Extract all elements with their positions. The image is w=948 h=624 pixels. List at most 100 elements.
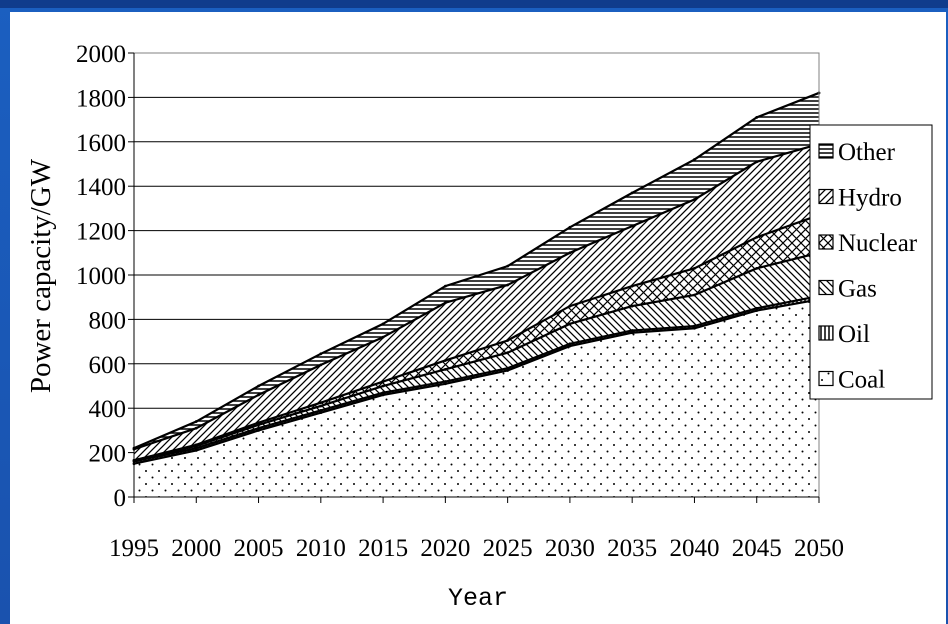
x-tick-label-1995: 1995 [109,535,159,562]
point-other-2010 [319,352,323,356]
line-other [133,91,820,450]
x-tick-label-2045: 2045 [732,535,782,562]
point-nuclear-2030 [568,304,572,308]
point-coal-2040 [693,326,696,330]
line-nuclear [133,214,820,462]
point-oil-2005 [257,426,260,430]
y-tick-label-800: 800 [89,307,127,334]
y-tick-labels: 0 200 400 600 800 1000 1200 1400 1600 1800 2000 [76,41,126,512]
point-other-2030 [568,225,572,229]
point-hydro-2010 [319,363,323,367]
legend-swatch-hydro [818,188,834,205]
y-tick-label-0: 0 [114,485,127,512]
point-nuclear-2015 [381,380,385,383]
legend: Other Hydro Nuclear Gas Oil Coal [809,124,933,400]
point-hydro-2020 [443,301,447,305]
point-oil-2035 [630,329,634,332]
y-axis-title: Power capacity/GW [25,158,57,393]
x-tick-label-2015: 2015 [358,535,408,562]
point-coal-2030 [568,344,572,348]
y-tick-label-600: 600 [89,352,127,379]
legend-frame [809,124,933,400]
y-tick-label-1000: 1000 [76,263,126,290]
point-nuclear-2045 [755,235,759,239]
area-gas [134,252,819,462]
point-other-2025 [506,264,510,268]
x-tick-label-2025: 2025 [483,535,533,562]
legend-swatch-nuclear [818,234,834,250]
point-hydro-2025 [506,283,510,287]
y-tick-label-1600: 1600 [76,130,126,157]
point-coal-2010 [319,411,323,415]
x-tick-label-2035: 2035 [607,535,657,562]
point-gas-2045 [755,266,759,270]
point-hydro-2000 [194,426,198,430]
point-nuclear-2005 [257,421,260,425]
x-tick-label-2020: 2020 [420,535,470,562]
series-areas [134,92,819,497]
point-nuclear-2035 [630,284,634,288]
point-hydro-2015 [381,335,385,339]
point-gas-2005 [257,423,260,427]
point-other-2005 [257,384,260,388]
area-coal [134,299,819,497]
point-coal-2025 [506,369,510,372]
point-coal-2000 [194,448,198,452]
series-outlines [132,91,821,466]
y-tick-label-400: 400 [89,396,127,423]
legend-swatch-oil [818,325,834,341]
legend-swatch-gas [818,279,834,296]
y-tick-label-1400: 1400 [76,174,126,201]
point-oil-2000 [194,446,198,450]
point-coal-2015 [381,393,385,397]
area-other [134,92,819,450]
point-nuclear-2020 [443,359,447,362]
x-tick-label-2040: 2040 [669,535,719,562]
point-gas-2040 [693,293,696,297]
legend-label-other: Other [838,139,896,166]
slide-top-bar [0,0,948,8]
x-tick-label-2000: 2000 [171,535,221,562]
y-tick-label-200: 200 [89,441,127,468]
point-gas-2015 [381,384,385,388]
point-other-2000 [194,420,198,423]
y-tick-label-1200: 1200 [76,219,126,246]
axes [128,52,820,503]
legend-swatch-other [818,143,834,159]
point-nuclear-2040 [693,266,696,270]
line-oil [133,295,820,463]
point-hydro-2035 [630,224,634,228]
legend-label-oil: Oil [838,321,870,348]
line-gas [133,251,820,462]
point-oil-2020 [443,380,447,383]
line-coal [133,298,820,465]
line-hydro [133,142,820,451]
point-gas-2035 [630,304,634,308]
point-gas-2030 [568,322,572,326]
x-tick-labels: 1995 2000 2005 2010 2015 2020 2025 2030 2035 2040… [109,535,844,562]
legend-label-hydro: Hydro [838,185,902,212]
point-gas-2025 [506,351,510,355]
legend-label-coal: Coal [838,367,885,394]
x-axis-title: Year [448,584,508,613]
point-hydro-2040 [693,198,696,201]
point-coal-2045 [755,309,759,312]
point-other-2035 [630,191,634,195]
point-hydro-2005 [257,393,260,397]
point-oil-2030 [568,342,572,346]
point-nuclear-2010 [319,401,323,405]
point-other-2020 [443,284,447,288]
point-other-2015 [381,322,385,326]
point-coal-2005 [257,429,260,432]
y-tick-label-1800: 1800 [76,85,126,112]
point-gas-2010 [319,404,323,408]
y-tick-label-2000: 2000 [76,41,126,68]
point-oil-2040 [693,324,696,328]
x-tick-label-2050: 2050 [794,535,844,562]
point-nuclear-2025 [506,339,510,342]
legend-label-nuclear: Nuclear [838,230,918,257]
x-tick-label-2010: 2010 [296,535,346,562]
point-other-2045 [755,115,759,119]
point-gas-2020 [443,367,447,371]
